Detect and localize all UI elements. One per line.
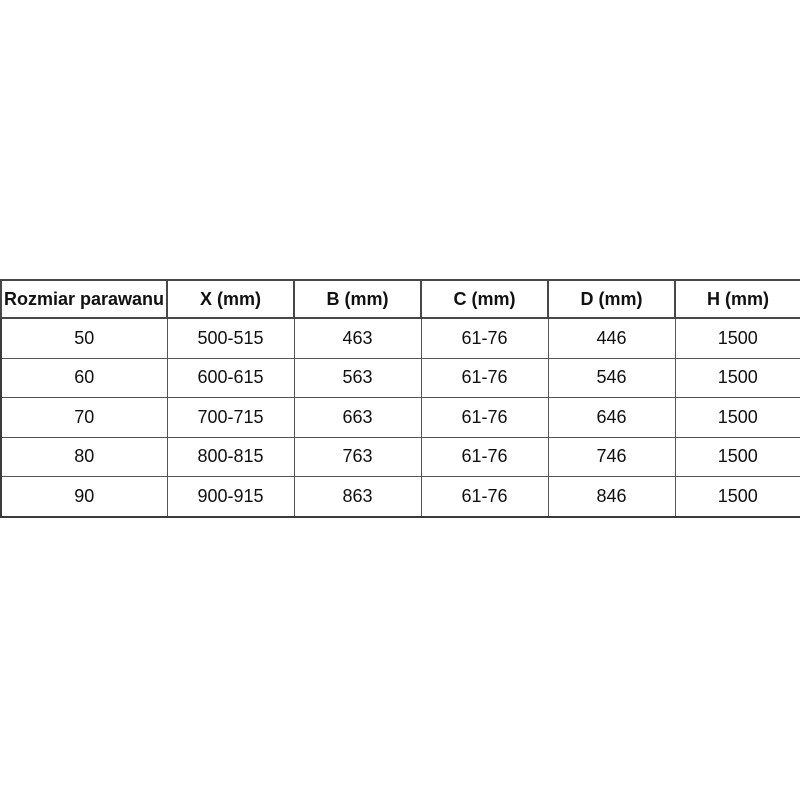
table-cell: 70 bbox=[0, 397, 168, 438]
table-cell: 763 bbox=[293, 436, 422, 477]
shower-screen-dimensions-table: Rozmiar parawanu X (mm) B (mm) C (mm) D (mm)… bbox=[0, 279, 800, 518]
table-cell: 80 bbox=[0, 436, 168, 477]
column-header: Rozmiar parawanu bbox=[0, 279, 168, 319]
table-row: 90 900-915 863 61-76 846 1500 bbox=[0, 476, 800, 517]
table-row: 60 600-615 563 61-76 546 1500 bbox=[0, 357, 800, 398]
table-cell: 646 bbox=[547, 397, 676, 438]
table-cell: 1500 bbox=[674, 357, 800, 398]
column-header: B (mm) bbox=[293, 279, 422, 319]
table-cell: 600-615 bbox=[166, 357, 295, 398]
column-header: X (mm) bbox=[166, 279, 295, 319]
table-cell: 61-76 bbox=[420, 476, 549, 517]
table-cell: 1500 bbox=[674, 476, 800, 517]
table-cell: 61-76 bbox=[420, 397, 549, 438]
table-cell: 61-76 bbox=[420, 317, 549, 359]
table-cell: 60 bbox=[0, 357, 168, 398]
column-header: D (mm) bbox=[547, 279, 676, 319]
table-cell: 1500 bbox=[674, 397, 800, 438]
table-row: 50 500-515 463 61-76 446 1500 bbox=[0, 317, 800, 359]
table-cell: 846 bbox=[547, 476, 676, 517]
table-row: 70 700-715 663 61-76 646 1500 bbox=[0, 397, 800, 438]
table-cell: 61-76 bbox=[420, 357, 549, 398]
table-cell: 546 bbox=[547, 357, 676, 398]
dimension-table-container: Rozmiar parawanu X (mm) B (mm) C (mm) D (mm)… bbox=[0, 279, 800, 518]
table-cell: 500-515 bbox=[166, 317, 295, 359]
column-header: C (mm) bbox=[420, 279, 549, 319]
column-header: H (mm) bbox=[674, 279, 800, 319]
table-cell: 1500 bbox=[674, 436, 800, 477]
table-cell: 746 bbox=[547, 436, 676, 477]
table-cell: 563 bbox=[293, 357, 422, 398]
table-cell: 863 bbox=[293, 476, 422, 517]
header-row: Rozmiar parawanu X (mm) B (mm) C (mm) D (mm)… bbox=[0, 279, 800, 319]
table-cell: 61-76 bbox=[420, 436, 549, 477]
table-cell: 90 bbox=[0, 476, 168, 517]
table-cell: 900-915 bbox=[166, 476, 295, 517]
table-row: 80 800-815 763 61-76 746 1500 bbox=[0, 436, 800, 477]
table-cell: 663 bbox=[293, 397, 422, 438]
table-cell: 446 bbox=[547, 317, 676, 359]
table-cell: 800-815 bbox=[166, 436, 295, 477]
table-cell: 1500 bbox=[674, 317, 800, 359]
table-cell: 50 bbox=[0, 317, 168, 359]
table-cell: 700-715 bbox=[166, 397, 295, 438]
table-cell: 463 bbox=[293, 317, 422, 359]
